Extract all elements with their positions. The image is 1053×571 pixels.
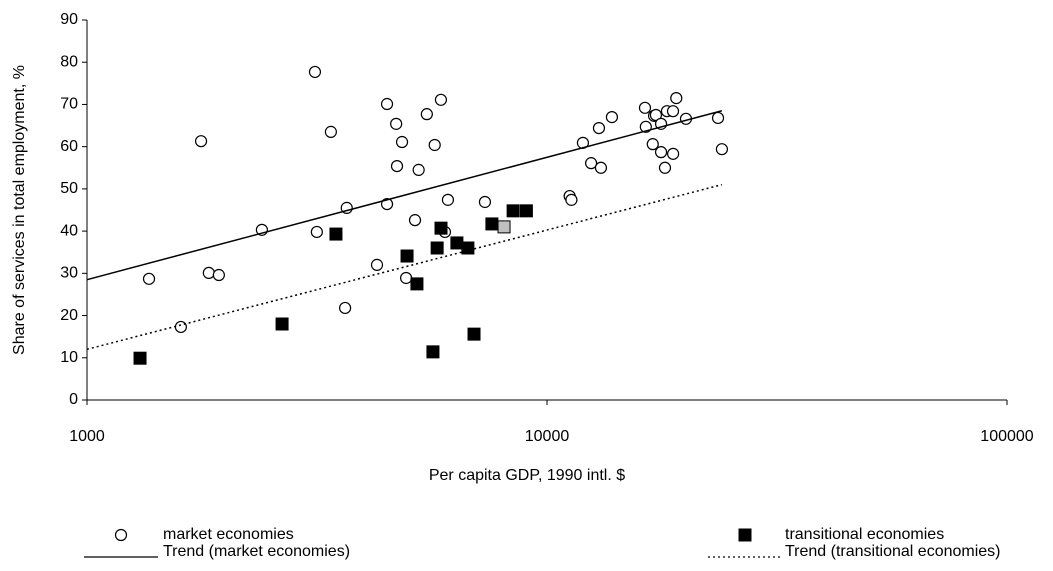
circle-marker — [667, 147, 680, 160]
circle-marker — [324, 125, 337, 138]
circle-marker — [390, 117, 403, 130]
circle-marker — [594, 161, 608, 174]
circle-marker — [670, 92, 683, 105]
square-marker — [497, 220, 511, 234]
circle-marker — [194, 135, 208, 148]
y-tick-label: 90 — [60, 11, 78, 28]
circle-marker — [400, 271, 413, 285]
circle-marker — [390, 159, 404, 173]
y-tick-label: 20 — [60, 307, 78, 324]
square-marker — [329, 227, 343, 241]
circle-marker — [202, 266, 215, 280]
legend-label: transitional economies — [785, 526, 944, 543]
y-tick-label: 0 — [69, 391, 78, 408]
circle-marker — [646, 138, 659, 151]
square-marker — [450, 236, 464, 250]
y-tick-label: 80 — [60, 53, 78, 70]
y-tick-label: 60 — [60, 138, 78, 155]
circle-marker — [428, 138, 441, 152]
square-marker — [506, 204, 520, 218]
x-axis-label: Per capita GDP, 1990 intl. $ — [429, 467, 625, 484]
trend-line — [86, 110, 723, 281]
square-marker — [426, 345, 440, 359]
legend-label: Trend (market economies) — [163, 543, 350, 560]
circle-marker — [310, 225, 323, 239]
x-tick-label: 100000 — [980, 428, 1033, 445]
circle-marker — [412, 163, 425, 176]
circle-marker — [339, 301, 352, 315]
legend-label: Trend (transitional economies) — [785, 543, 1001, 560]
circle-marker — [658, 161, 672, 174]
square-marker — [467, 327, 481, 341]
y-axis-label: Share of services in total employment, % — [11, 65, 28, 355]
circle-marker — [420, 108, 433, 121]
square-marker — [434, 221, 448, 235]
circle-marker — [441, 193, 455, 206]
square-marker — [400, 249, 414, 263]
circle-marker — [592, 121, 606, 135]
y-tick-label: 10 — [60, 349, 78, 366]
circle-marker — [370, 258, 384, 271]
circle-marker — [142, 272, 156, 285]
circle-marker — [605, 111, 619, 124]
circle-marker — [565, 193, 578, 206]
circle-marker — [395, 135, 409, 149]
y-tick-label: 70 — [60, 96, 78, 113]
circle-marker — [408, 214, 422, 227]
square-marker — [430, 241, 444, 255]
x-tick-label: 10000 — [525, 428, 570, 445]
y-tick-label: 30 — [60, 265, 78, 282]
circle-marker — [114, 528, 128, 542]
circle-marker — [638, 101, 652, 114]
legend-label: market economies — [163, 526, 294, 543]
y-tick-label: 40 — [60, 222, 78, 239]
circle-marker — [212, 268, 225, 282]
y-tick-label: 50 — [60, 180, 78, 197]
circle-marker — [711, 111, 725, 125]
circle-marker — [584, 157, 598, 170]
circle-marker — [654, 146, 668, 159]
square-marker — [133, 351, 147, 365]
square-marker — [275, 317, 289, 331]
square-marker — [485, 217, 499, 231]
circle-marker — [715, 143, 728, 156]
circle-marker — [174, 320, 187, 334]
square-marker — [461, 241, 475, 255]
x-tick-label: 1000 — [69, 428, 105, 445]
circle-marker — [478, 195, 492, 209]
circle-marker — [649, 108, 663, 122]
square-marker — [738, 528, 752, 542]
trend-line — [86, 183, 723, 351]
circle-marker — [308, 65, 322, 79]
square-marker — [410, 277, 424, 291]
circle-marker — [380, 97, 394, 111]
circle-marker — [666, 105, 680, 118]
square-marker — [519, 204, 533, 218]
circle-marker — [434, 93, 448, 106]
